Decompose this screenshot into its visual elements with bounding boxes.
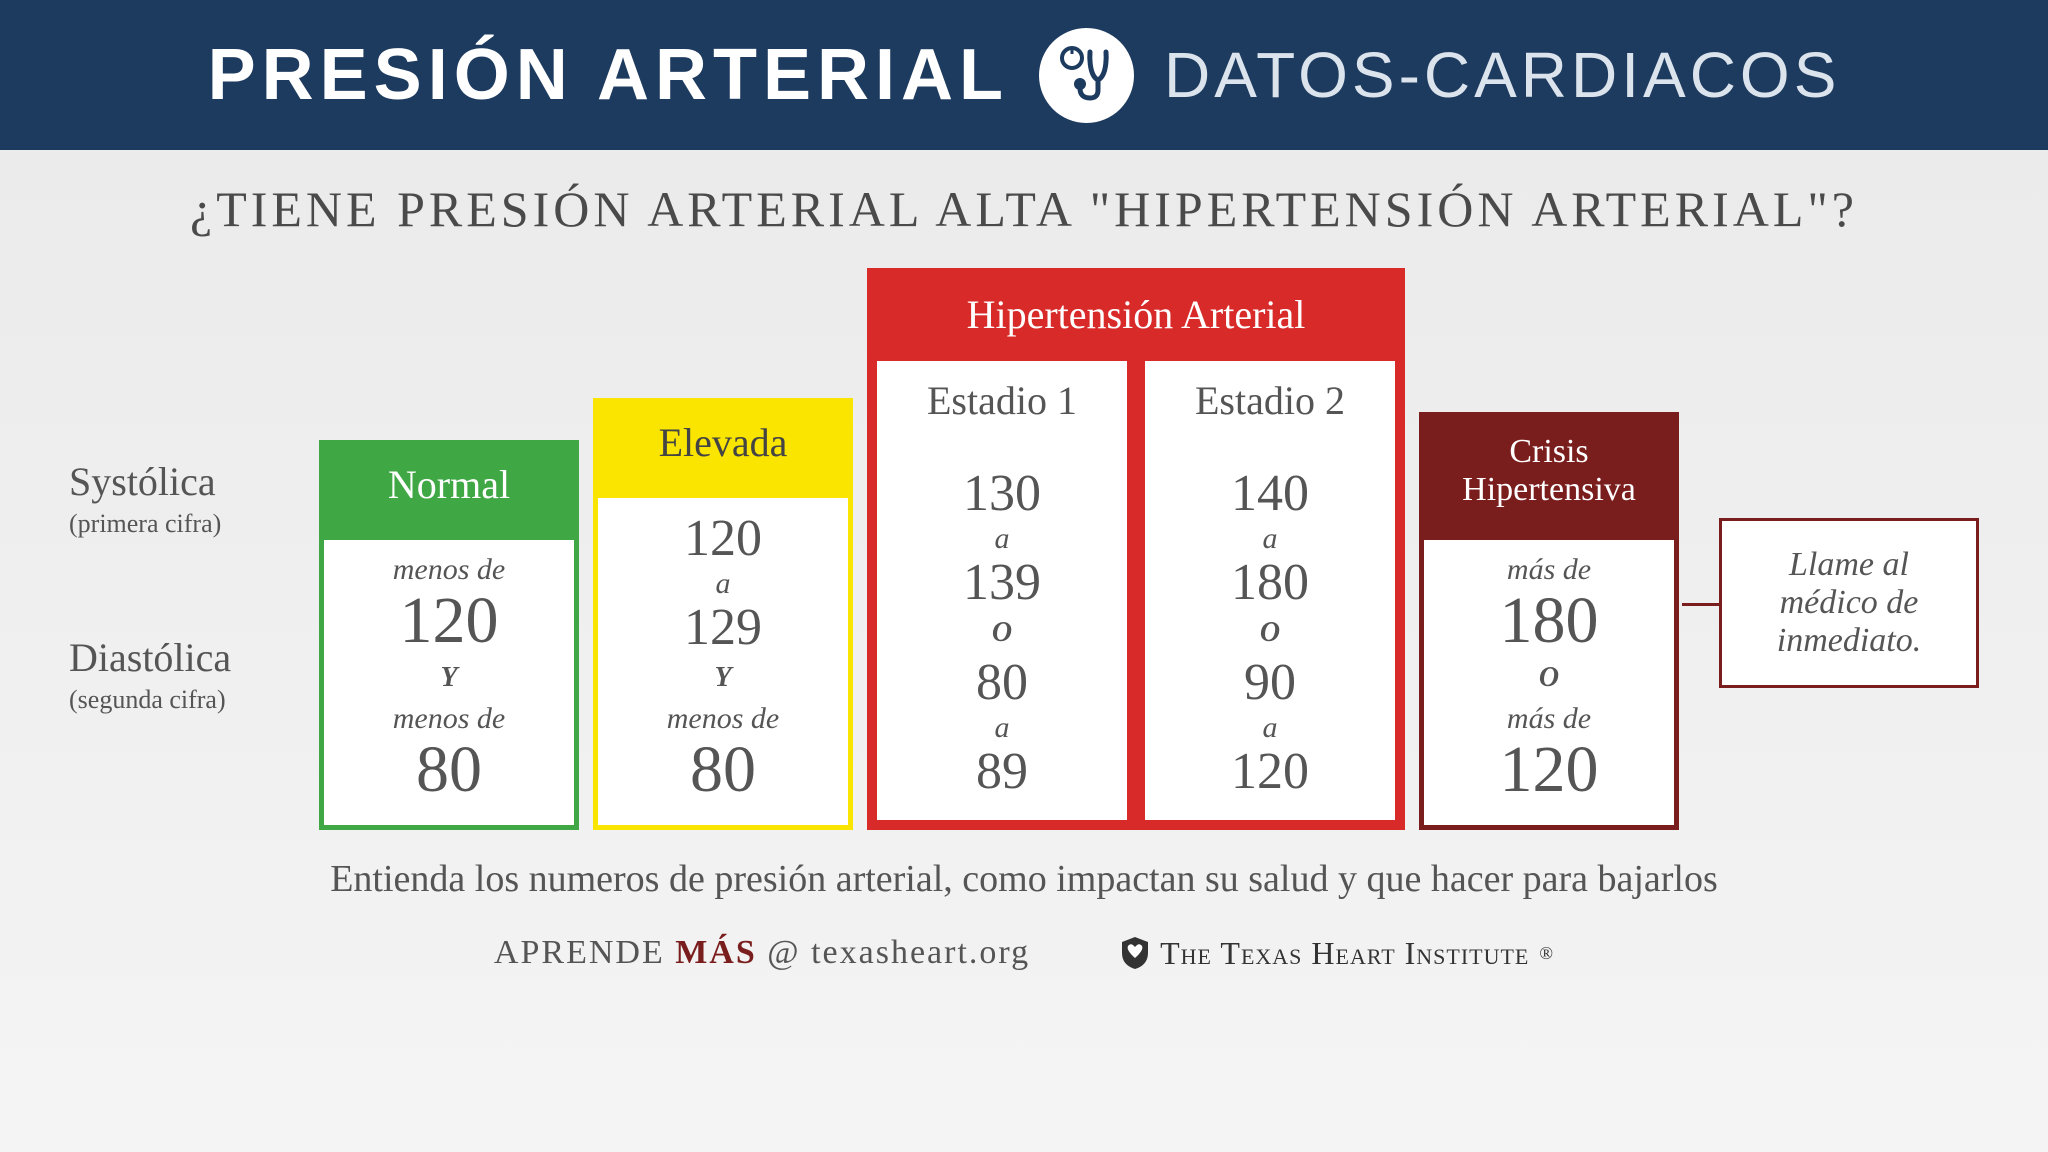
s2-to2: a bbox=[1157, 711, 1383, 744]
crisis-dia-value: 120 bbox=[1436, 737, 1662, 803]
learn-prefix: APRENDE bbox=[494, 934, 675, 971]
crisis-callout: Llame al médico de inmediato. bbox=[1719, 518, 1979, 688]
s1-sys-high: 139 bbox=[889, 557, 1115, 609]
s2-conj: O bbox=[1157, 617, 1383, 649]
card-elevated-header: Elevada bbox=[598, 403, 848, 476]
crisis-sys-value: 180 bbox=[1436, 588, 1662, 654]
cards-wrap: Normal menos de 120 Y menos de 80 Elevad… bbox=[319, 268, 1679, 830]
bp-chart: Systólica (primera cifra) Diastólica (se… bbox=[50, 268, 1998, 830]
diastolic-label-sub: (segunda cifra) bbox=[69, 685, 319, 715]
learn-more: APRENDE MÁS @ texasheart.org bbox=[494, 934, 1030, 972]
s1-conj: O bbox=[889, 617, 1115, 649]
card-elevated: Elevada 120 a 129 Y menos de 80 bbox=[593, 398, 853, 830]
crisis-sys-prefix: más de bbox=[1436, 553, 1662, 586]
learn-mas: MÁS bbox=[675, 934, 757, 971]
elevated-dia-value: 80 bbox=[610, 737, 836, 803]
chevron-down-icon bbox=[877, 434, 1127, 456]
hypertension-banner: Hipertensión Arterial bbox=[867, 268, 1405, 356]
chevron-down-icon bbox=[324, 518, 574, 540]
stethoscope-icon bbox=[1039, 28, 1134, 123]
elevated-sys-low: 120 bbox=[610, 513, 836, 565]
callout-text: Llame al médico de inmediato. bbox=[1777, 546, 1921, 659]
card-stage2-header: Estadio 2 bbox=[1145, 361, 1395, 436]
diastolic-label-main: Diastólica bbox=[69, 635, 231, 680]
elevated-sys-high: 129 bbox=[610, 602, 836, 654]
card-stage1: Estadio 1 130 a 139 O 80 a 89 bbox=[872, 356, 1132, 825]
learn-suffix: @ texasheart.org bbox=[757, 934, 1030, 971]
normal-conj: Y bbox=[336, 662, 562, 694]
institute-reg: ® bbox=[1539, 943, 1554, 964]
card-stage1-title: Estadio 1 bbox=[927, 378, 1077, 423]
card-elevated-title: Elevada bbox=[659, 420, 788, 465]
s2-sys-high: 180 bbox=[1157, 557, 1383, 609]
card-stage1-header: Estadio 1 bbox=[877, 361, 1127, 436]
s1-to2: a bbox=[889, 711, 1115, 744]
row-labels: Systólica (primera cifra) Diastólica (se… bbox=[69, 268, 319, 810]
card-normal-title: Normal bbox=[388, 462, 510, 507]
chevron-down-icon bbox=[1145, 434, 1395, 456]
header-title-left: PRESIÓN ARTERIAL bbox=[208, 34, 1009, 116]
card-crisis-title: Crisis Hipertensiva bbox=[1462, 433, 1636, 507]
card-stage2-body: 140 a 180 O 90 a 120 bbox=[1145, 436, 1395, 820]
hypertension-pair: Estadio 1 130 a 139 O 80 a 89 bbox=[867, 356, 1405, 830]
card-normal: Normal menos de 120 Y menos de 80 bbox=[319, 440, 579, 830]
content-area: ¿TIENE PRESIÓN ARTERIAL ALTA "HIPERTENSI… bbox=[0, 150, 2048, 972]
systolic-label-main: Systólica bbox=[69, 459, 216, 504]
card-crisis: Crisis Hipertensiva más de 180 O más de … bbox=[1419, 412, 1679, 830]
s2-dia-low: 90 bbox=[1157, 657, 1383, 709]
crisis-conj: O bbox=[1436, 662, 1662, 694]
footer: APRENDE MÁS @ texasheart.org The Texas H… bbox=[50, 934, 1998, 972]
question-heading: ¿TIENE PRESIÓN ARTERIAL ALTA "HIPERTENSI… bbox=[50, 180, 1998, 238]
s1-sys-low: 130 bbox=[889, 468, 1115, 520]
card-crisis-header: Crisis Hipertensiva bbox=[1424, 417, 1674, 518]
s1-dia-high: 89 bbox=[889, 746, 1115, 798]
elevated-conj: Y bbox=[610, 662, 836, 694]
card-normal-header: Normal bbox=[324, 445, 574, 518]
card-stage2: Estadio 2 140 a 180 O 90 a 120 bbox=[1140, 356, 1400, 825]
normal-sys-prefix: menos de bbox=[336, 553, 562, 586]
chevron-down-icon bbox=[598, 476, 848, 498]
elevated-sys-to: a bbox=[610, 567, 836, 600]
normal-sys-value: 120 bbox=[336, 588, 562, 654]
s2-dia-high: 120 bbox=[1157, 746, 1383, 798]
card-stage1-body: 130 a 139 O 80 a 89 bbox=[877, 436, 1127, 820]
card-crisis-body: más de 180 O más de 120 bbox=[1424, 518, 1674, 825]
normal-dia-value: 80 bbox=[336, 737, 562, 803]
systolic-label-sub: (primera cifra) bbox=[69, 509, 319, 539]
card-elevated-body: 120 a 129 Y menos de 80 bbox=[598, 476, 848, 825]
normal-dia-prefix: menos de bbox=[336, 702, 562, 735]
s1-to1: a bbox=[889, 522, 1115, 555]
institute-name: The Texas Heart Institute bbox=[1160, 935, 1529, 972]
diastolic-label: Diastólica (segunda cifra) bbox=[69, 634, 319, 715]
header-title-right: DATOS-CARDIACOS bbox=[1164, 38, 1840, 112]
header-bar: PRESIÓN ARTERIAL DATOS-CARDIACOS bbox=[0, 0, 2048, 150]
callout-connector bbox=[1682, 603, 1722, 606]
subtitle: Entienda los numeros de presión arterial… bbox=[50, 855, 1998, 904]
s2-to1: a bbox=[1157, 522, 1383, 555]
s1-dia-low: 80 bbox=[889, 657, 1115, 709]
heart-shield-icon bbox=[1120, 935, 1150, 971]
card-stage2-title: Estadio 2 bbox=[1195, 378, 1345, 423]
institute-logo: The Texas Heart Institute ® bbox=[1120, 935, 1554, 972]
elevated-dia-prefix: menos de bbox=[610, 702, 836, 735]
s2-sys-low: 140 bbox=[1157, 468, 1383, 520]
crisis-dia-prefix: más de bbox=[1436, 702, 1662, 735]
hypertension-group: Hipertensión Arterial Estadio 1 130 a 13… bbox=[867, 268, 1405, 830]
systolic-label: Systólica (primera cifra) bbox=[69, 458, 319, 539]
chevron-down-icon bbox=[1424, 518, 1674, 540]
card-normal-body: menos de 120 Y menos de 80 bbox=[324, 518, 574, 825]
